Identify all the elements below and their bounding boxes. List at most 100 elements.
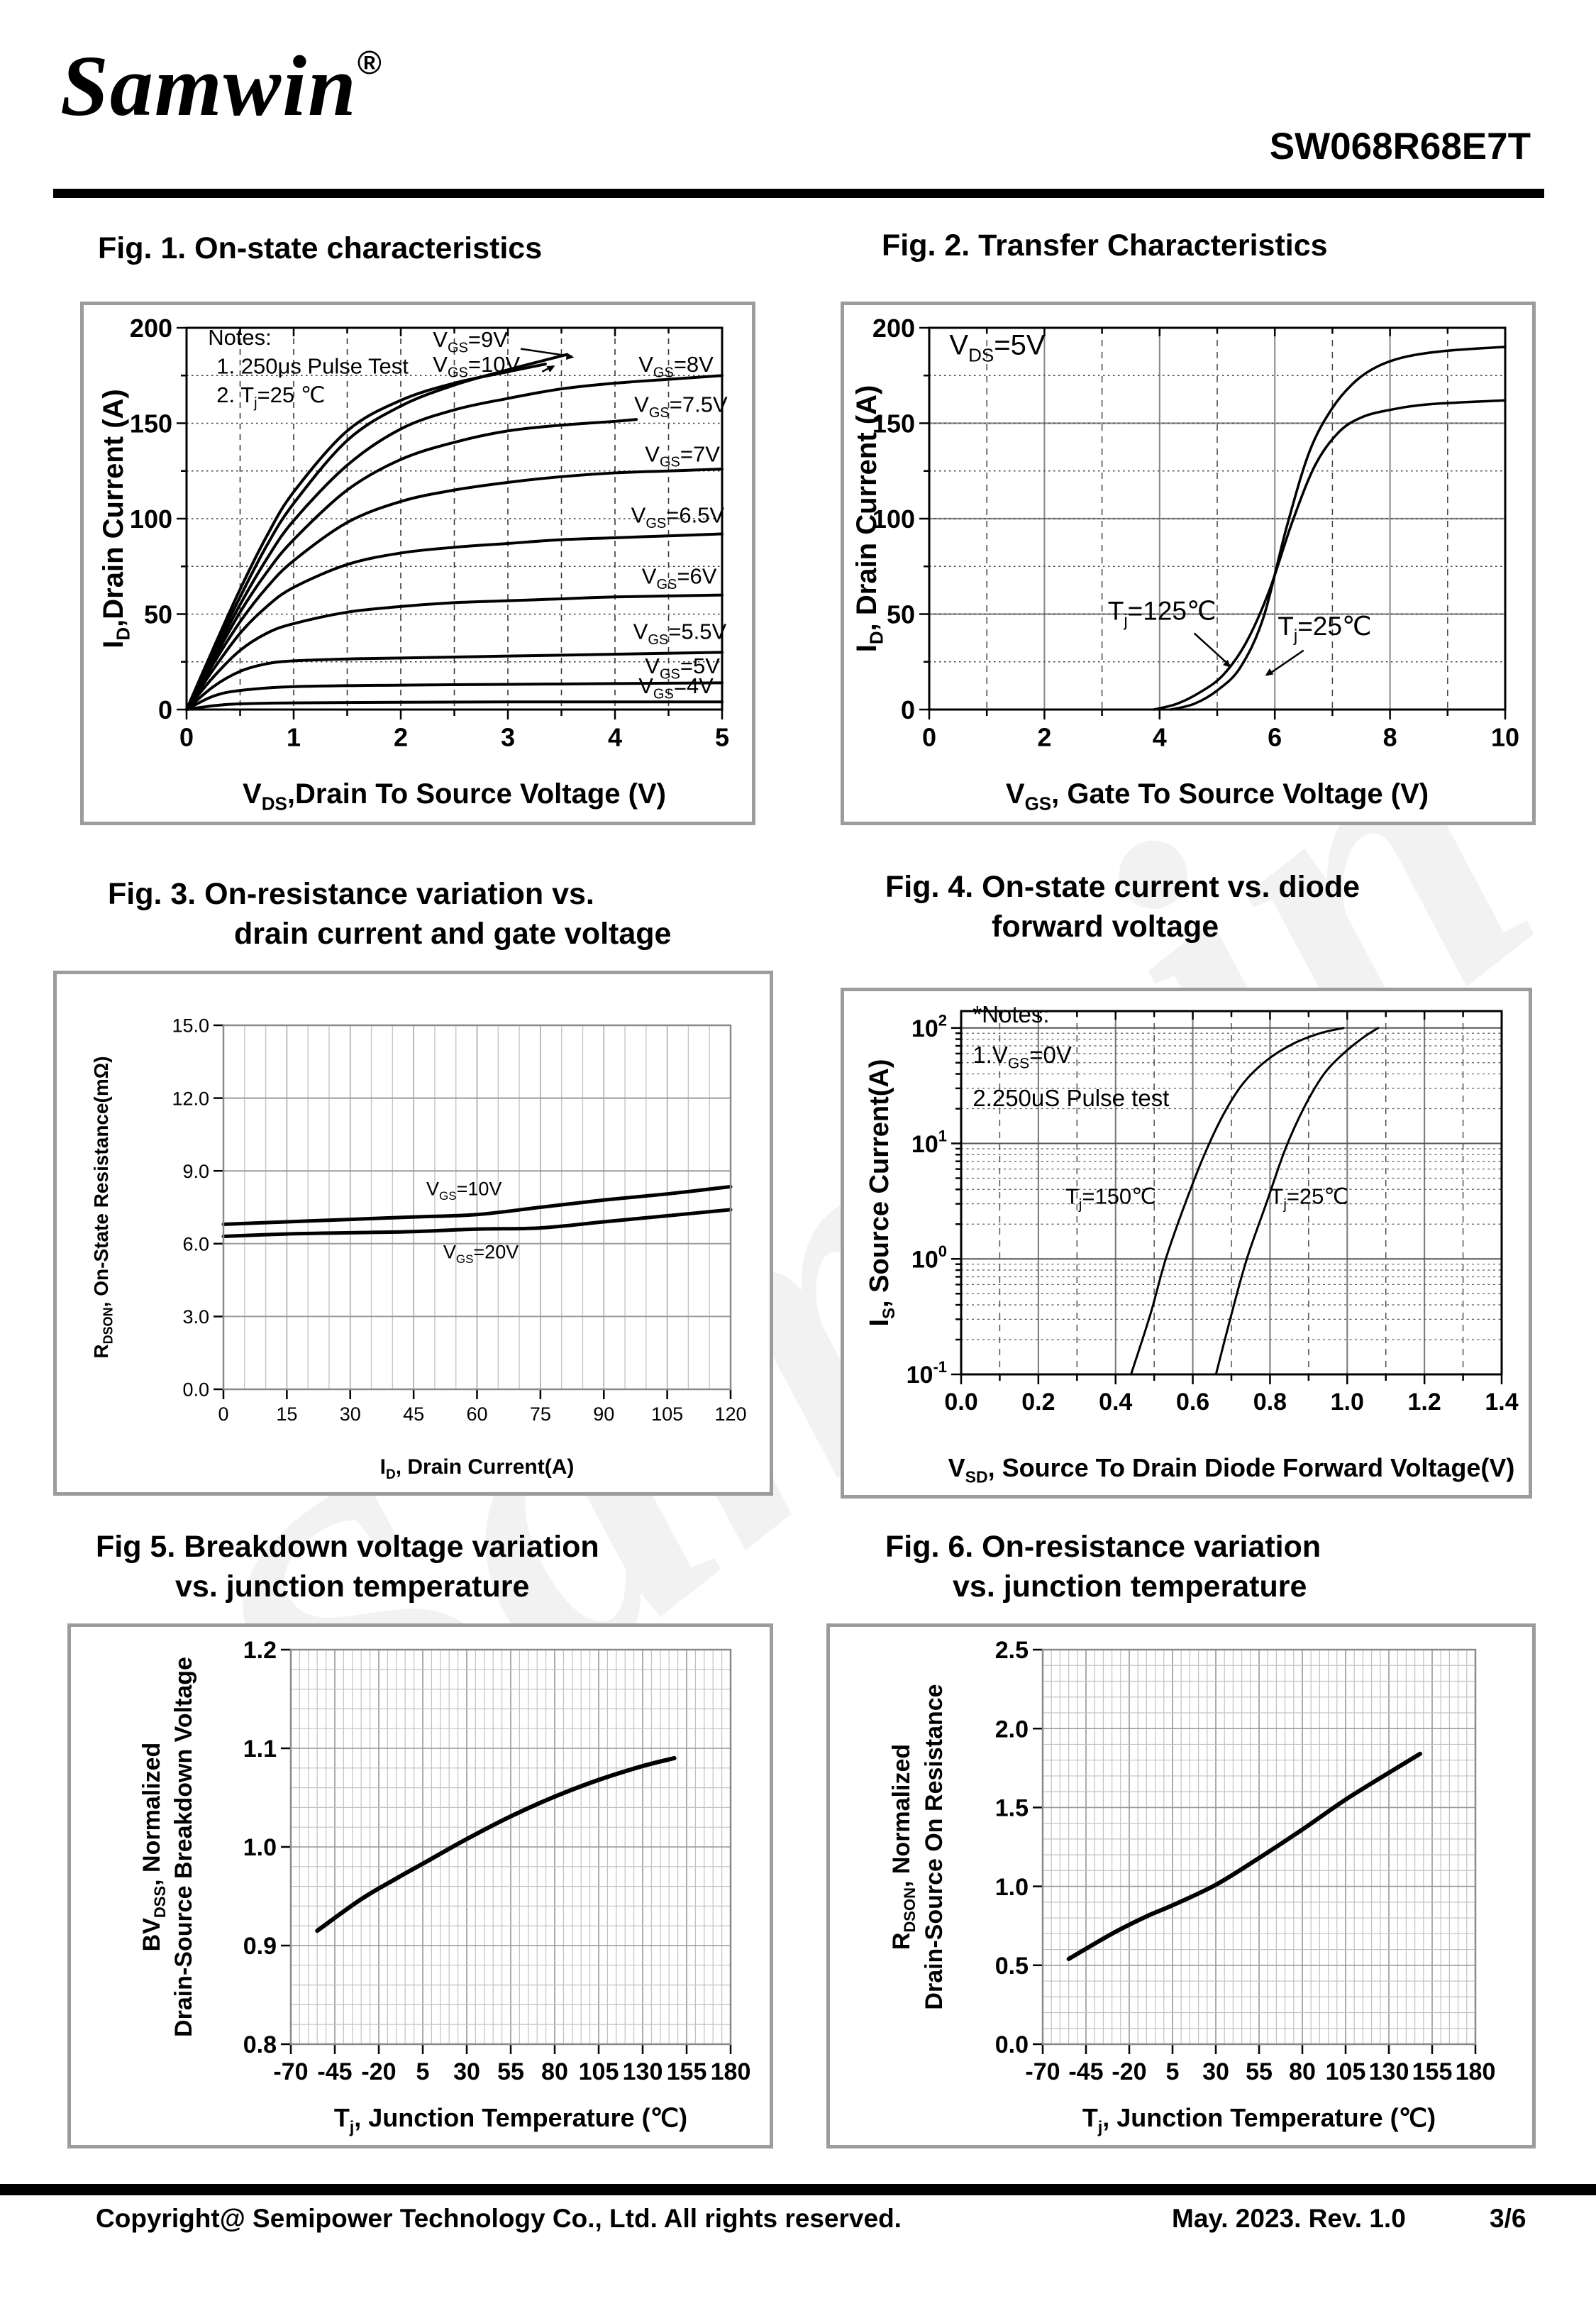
footer-revision: May. 2023. Rev. 1.0 [1172, 2204, 1406, 2233]
svg-text:1.1: 1.1 [243, 1736, 277, 1762]
svg-text:1.0: 1.0 [995, 1874, 1029, 1901]
fig3-title: Fig. 3. On-resistance variation vs. drai… [108, 874, 671, 954]
series-line-1 [1170, 346, 1507, 711]
fig4-chart-frame: 0.0 0.2 0.4 0.6 0.8 1.0 1.2 1.4 10-1 100 101 102 VSD… [841, 988, 1532, 1499]
plot-frame [289, 1648, 732, 2046]
header-rule [53, 189, 1544, 198]
svg-text:10-1: 10-1 [907, 1358, 947, 1389]
svg-text:0: 0 [158, 695, 172, 724]
x-axis-label: Tj, Junction Temperature (℃) [1082, 2103, 1436, 2136]
fig5-title-line: vs. junction temperature [175, 1569, 530, 1604]
fig1-chart-frame: 0 1 2 3 4 5 0 50 100 150 200 VDS,Drain To Source Vo… [80, 302, 755, 825]
svg-text:55: 55 [497, 2058, 524, 2085]
svg-text:8: 8 [1383, 723, 1397, 752]
fig3-chart-frame: 0 15 30 45 60 75 90 105 120 0.0 3.0 6.0 9.0 12.0 15.0 I… [53, 971, 773, 1496]
chart-annotation: VGS=7.5V [634, 392, 728, 420]
fig4-title-line: forward voltage [992, 910, 1219, 944]
grid [223, 1025, 731, 1389]
svg-text:1.0: 1.0 [1331, 1389, 1364, 1416]
svg-text:-70: -70 [1025, 2058, 1060, 2085]
chart-annotation: Tj=25℃ [1270, 1184, 1348, 1213]
fig6-title-line: vs. junction temperature [953, 1569, 1307, 1604]
chart-annotation: VGS=20V [443, 1241, 519, 1266]
registered-trademark-icon: ® [357, 44, 383, 81]
svg-text:100: 100 [130, 504, 172, 534]
y-axis-label: RDSON, On-State Resistance(mΩ) [90, 1056, 116, 1358]
series [315, 1755, 677, 1933]
svg-text:30: 30 [1202, 2058, 1229, 2085]
svg-text:80: 80 [541, 2058, 568, 2085]
svg-text:105: 105 [579, 2058, 619, 2085]
svg-text:15: 15 [276, 1403, 297, 1425]
series-line-9 [185, 700, 724, 711]
svg-text:2: 2 [1037, 723, 1051, 752]
series-line-6 [185, 593, 724, 711]
svg-text:5: 5 [416, 2058, 430, 2085]
axis-ticks [919, 326, 1507, 719]
svg-text:200: 200 [872, 314, 915, 343]
fig2-title: Fig. 2. Transfer Characteristics [882, 226, 1328, 265]
svg-text:2.5: 2.5 [995, 1637, 1029, 1664]
chart-annotation: VGS=5.5V [633, 619, 727, 647]
series-line-2 [185, 374, 724, 711]
axis-ticks [214, 1024, 732, 1399]
svg-text:1.2: 1.2 [1408, 1389, 1441, 1416]
svg-text:130: 130 [623, 2058, 663, 2085]
svg-text:50: 50 [887, 600, 915, 629]
chart-annotation: VGS=10V [433, 352, 520, 380]
svg-text:0.0: 0.0 [995, 2031, 1029, 2058]
y-axis-label: ID,Drain Current (A) [98, 389, 134, 648]
svg-text:-20: -20 [361, 2058, 396, 2085]
svg-text:150: 150 [130, 409, 172, 438]
series-line-0 [221, 1184, 733, 1226]
svg-text:6.0: 6.0 [182, 1234, 209, 1255]
svg-text:0.8: 0.8 [243, 2031, 277, 2058]
svg-text:55: 55 [1246, 2058, 1273, 2085]
plot-frame [222, 1024, 732, 1391]
axis-ticks [281, 1648, 732, 2054]
svg-text:105: 105 [651, 1403, 683, 1425]
svg-text:4: 4 [608, 723, 622, 752]
svg-text:12.0: 12.0 [172, 1088, 209, 1109]
svg-text:1.4: 1.4 [1485, 1389, 1518, 1416]
tick-labels: -70 -45 -20 5 30 55 80 105 130 155 180 0.8 0.9 1.0 1.1… [243, 1637, 751, 2085]
chart-annotation: *Notes: [972, 1001, 1049, 1027]
series [1066, 1751, 1422, 1961]
footer-bar [0, 2184, 1596, 2195]
annotation-arrow [1193, 632, 1231, 668]
series-line-0 [1129, 1027, 1345, 1376]
svg-text:120: 120 [714, 1403, 746, 1425]
series-line-1 [1214, 1027, 1380, 1376]
x-axis-label: VSD, Source To Drain Diode Forward Volta… [948, 1453, 1515, 1486]
brand-logo: Samwin® [60, 37, 383, 136]
fig3-chart: 0 15 30 45 60 75 90 105 120 0.0 3.0 6.0 9.0 12.0 15.0 I… [90, 1015, 747, 1482]
svg-text:180: 180 [711, 2058, 751, 2085]
fig3-title-line: drain current and gate voltage [234, 917, 672, 951]
svg-text:0.0: 0.0 [182, 1379, 209, 1401]
chart-annotation: VGS=8V [638, 352, 714, 380]
series-line-8 [185, 681, 724, 711]
svg-text:5: 5 [715, 723, 729, 752]
chart-annotation: 1.VGS=0V [972, 1042, 1072, 1072]
svg-text:2.0: 2.0 [995, 1716, 1029, 1743]
svg-text:105: 105 [1326, 2058, 1366, 2085]
svg-text:0: 0 [218, 1403, 228, 1425]
chart-annotation: VGS=6V [642, 563, 717, 592]
y-axis-label: RDSON, Normalized [888, 1744, 919, 1950]
axis-ticks [1033, 1648, 1477, 2054]
series-line-3 [185, 418, 638, 711]
svg-text:100: 100 [872, 504, 915, 534]
fig6-title: Fig. 6. On-resistance variation vs. junc… [885, 1527, 1321, 1606]
annotation-arrow [520, 348, 575, 360]
fig6-chart: -70 -45 -20 5 30 55 80 105 130 155 180 0.0 0.5 1.0 1.5… [888, 1637, 1495, 2136]
series [221, 1184, 733, 1239]
svg-text:9.0: 9.0 [182, 1161, 209, 1182]
y-axis-label: BVDSS, Normalized [138, 1743, 169, 1952]
svg-text:0: 0 [179, 723, 194, 752]
footer-copyright: Copyright@ Semipower Technology Co., Ltd… [96, 2204, 902, 2233]
series [1152, 346, 1507, 711]
chart-annotation: VGS=10V [426, 1178, 501, 1203]
part-number: SW068R68E7T [1269, 126, 1531, 167]
svg-text:150: 150 [872, 409, 915, 438]
svg-text:0.9: 0.9 [243, 1933, 277, 1960]
